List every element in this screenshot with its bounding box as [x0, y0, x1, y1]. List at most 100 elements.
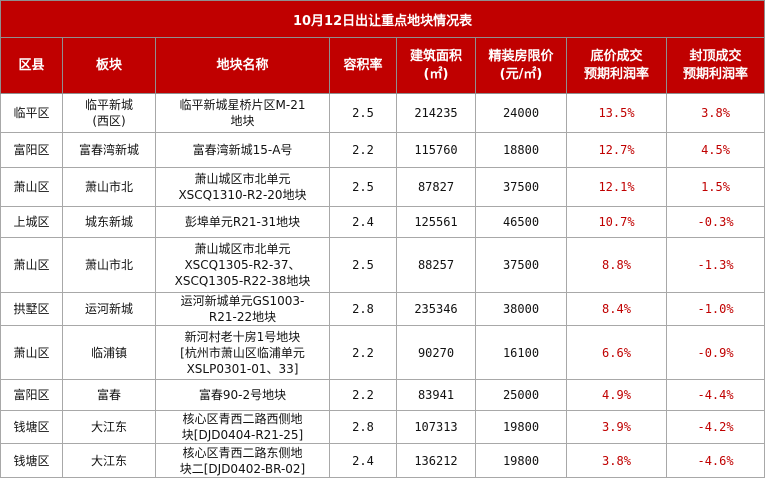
sector-cell: 富春湾新城	[62, 132, 156, 168]
far-cell: 2.2	[329, 132, 397, 168]
plot-name-cell: 萧山城区市北单元 XSCQ1310-R2-20地块	[155, 167, 330, 207]
sector-cell: 临平新城 (西区)	[62, 93, 156, 133]
price-cell: 37500	[475, 237, 567, 293]
floor-profit-cell: 8.8%	[566, 237, 667, 293]
sector-cell-line: 大江东	[90, 420, 127, 434]
plot-name-cell-line: 萧山城区市北单元	[194, 242, 291, 256]
far-cell: 2.5	[329, 237, 397, 293]
plot-name-cell-line: 核心区青西二路东侧地	[182, 445, 303, 460]
floor-profit-cell: 13.5%	[566, 93, 667, 133]
sector-cell: 城东新城	[62, 206, 156, 238]
header-district: 区县	[0, 37, 63, 94]
plot-name-cell: 临平新城星桥片区M-21 地块	[155, 93, 330, 133]
table-row: 萧山区 萧山市北 萧山城区市北单元 XSCQ1305-R2-37、 XSCQ1305-R…	[0, 237, 765, 293]
sector-cell: 临浦镇	[62, 325, 156, 380]
plot-name-cell-line: XSCQ1310-R2-20地块	[178, 188, 307, 202]
table-row: 临平区 临平新城 (西区) 临平新城星桥片区M-21 地块 2.5 214235 24000 1…	[0, 93, 765, 133]
sector-cell-line: 富春	[96, 388, 121, 402]
plot-name-cell: 萧山城区市北单元 XSCQ1305-R2-37、 XSCQ1305-R22-38地块	[155, 237, 330, 293]
plot-name-cell: 核心区青西二路西侧地 块[DJD0404-R21-25]	[155, 410, 330, 444]
far-cell: 2.5	[329, 167, 397, 207]
price-cell: 25000	[475, 379, 567, 411]
cap-profit-cell: -4.6%	[665, 443, 765, 478]
plot-name-cell-line: 运河新城单元GS1003-	[180, 294, 305, 308]
area-cell: 214235	[396, 93, 476, 133]
district-cell: 富阳区	[0, 132, 63, 168]
header-cap-profit: 封顶成交 预期利润率	[665, 37, 765, 94]
area-cell: 136212	[396, 443, 476, 478]
plot-name-cell-line: [杭州市萧山区临浦单元	[180, 345, 305, 360]
header-cap-profit-line1: 封顶成交	[689, 48, 742, 64]
table-body: 临平区 临平新城 (西区) 临平新城星桥片区M-21 地块 2.5 214235 24000 1…	[0, 93, 765, 478]
table-row: 富阳区 富春 富春90-2号地块 2.2 83941 25000 4.9% -4.4%	[0, 379, 765, 411]
area-cell: 87827	[396, 167, 476, 207]
land-plot-table: 10月12日出让重点地块情况表 区县 板块 地块名称 容积率 建筑面积 (㎡) …	[0, 0, 765, 478]
header-area-line1: 建筑面积	[409, 48, 462, 64]
district-cell: 临平区	[0, 93, 63, 133]
district-cell: 萧山区	[0, 237, 63, 293]
price-cell: 19800	[475, 410, 567, 444]
district-cell: 上城区	[0, 206, 63, 238]
price-cell: 19800	[475, 443, 567, 478]
far-cell: 2.8	[329, 410, 397, 444]
far-cell: 2.5	[329, 93, 397, 133]
cap-profit-cell: -0.9%	[665, 325, 765, 380]
sector-cell-line: 大江东	[90, 453, 127, 468]
plot-name-cell-line: 块二[DJD0402-BR-02]	[179, 461, 306, 476]
header-area-line2: (㎡)	[423, 66, 449, 82]
plot-name-cell-line: XSCQ1305-R22-38地块	[174, 274, 311, 288]
district-cell: 富阳区	[0, 379, 63, 411]
header-far: 容积率	[329, 37, 397, 94]
plot-name-cell-line: 核心区青西二路西侧地	[182, 412, 303, 426]
cap-profit-cell: 3.8%	[665, 93, 765, 133]
cap-profit-cell: -1.3%	[665, 237, 765, 293]
sector-cell: 富春	[62, 379, 156, 411]
area-cell: 90270	[396, 325, 476, 380]
header-floor-profit-line1: 底价成交	[590, 48, 643, 64]
price-cell: 24000	[475, 93, 567, 133]
sector-cell-line: 运河新城	[84, 302, 133, 316]
sector-cell-line: (西区)	[92, 114, 126, 128]
sector-cell-line: 临浦镇	[90, 345, 127, 360]
cap-profit-cell: 4.5%	[665, 132, 765, 168]
price-cell: 37500	[475, 167, 567, 207]
plot-name-cell: 彭埠单元R21-31地块	[155, 206, 330, 238]
cap-profit-cell: -4.4%	[665, 379, 765, 411]
far-cell: 2.2	[329, 379, 397, 411]
cap-profit-cell: -1.0%	[665, 292, 765, 326]
sector-cell-line: 萧山市北	[84, 180, 133, 194]
floor-profit-cell: 10.7%	[566, 206, 667, 238]
district-cell: 拱墅区	[0, 292, 63, 326]
plot-name-cell: 运河新城单元GS1003- R21-22地块	[155, 292, 330, 326]
floor-profit-cell: 3.9%	[566, 410, 667, 444]
table-row: 钱塘区 大江东 核心区青西二路西侧地 块[DJD0404-R21-25] 2.8 1073…	[0, 410, 765, 444]
header-sector: 板块	[62, 37, 156, 94]
plot-name-cell: 新河村老十房1号地块 [杭州市萧山区临浦单元 XSLP0301-01、33]	[155, 325, 330, 380]
sector-cell: 大江东	[62, 443, 156, 478]
price-cell: 46500	[475, 206, 567, 238]
far-cell: 2.4	[329, 206, 397, 238]
district-cell: 萧山区	[0, 167, 63, 207]
price-cell: 38000	[475, 292, 567, 326]
cap-profit-cell: 1.5%	[665, 167, 765, 207]
plot-name-cell-line: XSCQ1305-R2-37、	[184, 258, 301, 272]
plot-name-cell-line: R21-22地块	[208, 310, 277, 324]
plot-name-cell-line: 富春90-2号地块	[198, 388, 287, 402]
floor-profit-cell: 6.6%	[566, 325, 667, 380]
area-cell: 115760	[396, 132, 476, 168]
header-price-line2: (元/㎡)	[499, 66, 543, 82]
table-row: 富阳区 富春湾新城 富春湾新城15-A号 2.2 115760 18800 12.7% 4.5…	[0, 132, 765, 168]
header-floor-profit-line2: 预期利润率	[583, 66, 649, 82]
sector-cell-line: 临平新城	[84, 98, 133, 112]
sector-cell-line: 富春湾新城	[78, 143, 139, 157]
plot-name-cell: 核心区青西二路东侧地 块二[DJD0402-BR-02]	[155, 443, 330, 478]
plot-name-cell-line: 富春湾新城15-A号	[192, 143, 293, 157]
header-floor-profit: 底价成交 预期利润率	[566, 37, 667, 94]
header-price: 精装房限价 (元/㎡)	[475, 37, 567, 94]
plot-name-cell-line: 块[DJD0404-R21-25]	[181, 428, 304, 442]
table-row: 萧山区 临浦镇 新河村老十房1号地块 [杭州市萧山区临浦单元 XSLP0301-01、3…	[0, 325, 765, 380]
price-cell: 16100	[475, 325, 567, 380]
table-row: 上城区 城东新城 彭埠单元R21-31地块 2.4 125561 46500 10.7% -0…	[0, 206, 765, 238]
floor-profit-cell: 8.4%	[566, 292, 667, 326]
district-cell: 钱塘区	[0, 443, 63, 478]
